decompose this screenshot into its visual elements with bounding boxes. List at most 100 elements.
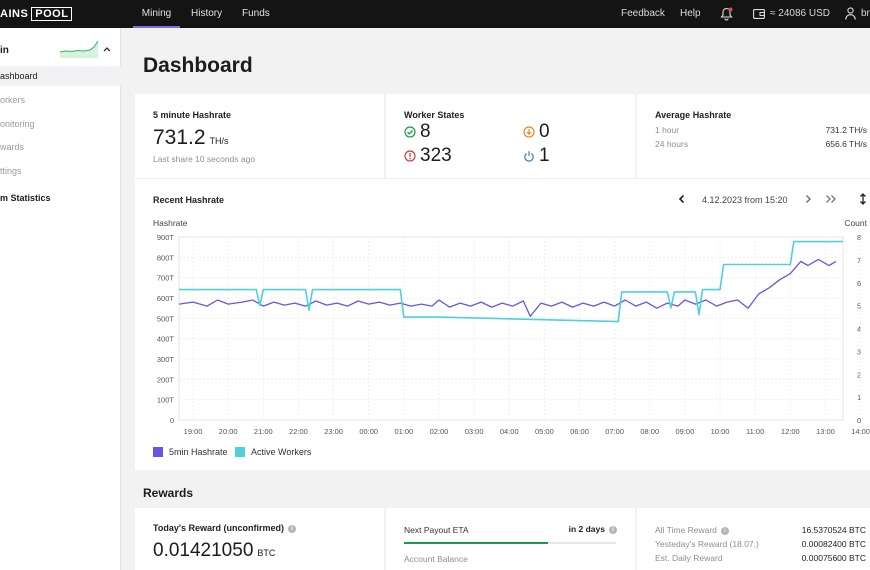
x-tick-label: 01:00 xyxy=(394,427,413,436)
last-share-text: Last share 10 seconds ago xyxy=(153,154,256,164)
rewards-title: Rewards xyxy=(143,486,194,500)
payout-card: Next Payout ETA in 2 days i Account Balan… xyxy=(386,508,635,570)
balance-usd[interactable]: ≈ 24086 USD xyxy=(770,8,830,19)
legend-label-hashrate: 5min Hashrate xyxy=(169,447,228,457)
y-tick-label: 200T xyxy=(157,375,175,384)
x-tick-label: 07:00 xyxy=(605,427,624,436)
y2-tick-label: 4 xyxy=(857,325,861,334)
y-axis-label-right: Count xyxy=(844,218,867,228)
chevron-right-icon xyxy=(806,195,811,203)
y-tick-label: 100T xyxy=(157,396,175,405)
x-tick-label: 10:00 xyxy=(711,427,730,436)
vertical-resize-icon xyxy=(860,193,866,205)
yesterday-reward-value: 0.00082400 BTC xyxy=(801,539,866,549)
sidebar-item-dashboard[interactable]: ashboard xyxy=(0,66,121,86)
legend-label-workers: Active Workers xyxy=(251,447,312,457)
workers-ok[interactable]: 8 xyxy=(404,121,431,143)
alert-circle-icon xyxy=(404,150,416,162)
payout-eta-value: in 2 days i xyxy=(569,524,617,534)
x-tick-label: 13:00 xyxy=(816,427,835,436)
hashrate-label: 5 minute Hashrate xyxy=(153,110,232,120)
todays-reward-number: 0.01421050 xyxy=(153,540,254,561)
y-tick-label: 0 xyxy=(170,416,174,425)
workers-warn[interactable]: 0 xyxy=(523,121,550,143)
top-bar: AINS POOL Mining History Funds Feedback … xyxy=(0,0,870,28)
info-icon[interactable]: i xyxy=(609,525,617,534)
bell-icon[interactable] xyxy=(720,7,734,21)
avg-24h-value: 656.6 TH/s xyxy=(825,139,867,149)
avg-1h-value: 731.2 TH/s xyxy=(825,125,867,135)
x-tick-label: 14:00 xyxy=(851,427,870,436)
worker-states-label: Worker States xyxy=(404,110,465,120)
nav-history[interactable]: History xyxy=(191,8,223,19)
wallet-icon[interactable] xyxy=(753,8,765,19)
payout-progress-track xyxy=(404,542,616,544)
legend-swatch-hashrate xyxy=(153,447,163,457)
x-tick-label: 02:00 xyxy=(430,427,449,436)
coin-name: in xyxy=(0,45,9,56)
y-tick-label: 900T xyxy=(157,233,175,242)
x-tick-label: 00:00 xyxy=(359,427,378,436)
x-tick-label: 06:00 xyxy=(570,427,589,436)
y2-tick-label: 7 xyxy=(857,256,861,265)
feedback-link[interactable]: Feedback xyxy=(621,8,665,19)
page-title: Dashboard xyxy=(143,54,253,77)
user-icon[interactable] xyxy=(845,7,856,20)
payout-eta-text: in 2 days xyxy=(568,524,605,534)
todays-reward-label: Today's Reward (unconfirmed) i xyxy=(153,523,296,533)
y2-tick-label: 1 xyxy=(857,393,861,402)
y-tick-label: 600T xyxy=(157,294,175,303)
x-tick-label: 22:00 xyxy=(289,427,308,436)
power-icon xyxy=(524,151,534,162)
nav-funds[interactable]: Funds xyxy=(242,8,270,19)
workers-error[interactable]: 323 xyxy=(404,145,452,167)
hashrate-unit: TH/s xyxy=(209,136,229,146)
legend-item-workers[interactable]: Active Workers xyxy=(235,447,311,457)
sidebar-item-monitoring[interactable]: onitoring xyxy=(0,119,35,129)
x-tick-label: 20:00 xyxy=(219,427,238,436)
help-link[interactable]: Help xyxy=(680,8,701,19)
y2-tick-label: 8 xyxy=(857,233,861,242)
next-range-button[interactable] xyxy=(804,194,812,206)
payout-progress-fill xyxy=(404,542,549,544)
x-tick-label: 11:00 xyxy=(746,427,764,436)
payout-eta-label: Next Payout ETA xyxy=(404,525,469,535)
coin-sparkline xyxy=(60,40,99,58)
all-time-reward-label: All Time Reward i xyxy=(655,525,729,535)
workers-off[interactable]: 1 xyxy=(523,145,550,167)
legend-item-hashrate[interactable]: 5min Hashrate xyxy=(153,447,228,457)
hashrate-number: 731.2 xyxy=(153,126,206,149)
info-icon[interactable]: i xyxy=(720,526,729,535)
x-tick-label: 04:00 xyxy=(500,427,519,436)
chevron-up-icon[interactable] xyxy=(103,44,111,55)
y-tick-label: 500T xyxy=(157,314,175,323)
todays-reward-unit: BTC xyxy=(257,548,276,558)
chart-title: Recent Hashrate xyxy=(153,195,225,205)
sidebar-item-settings[interactable]: ttings xyxy=(0,166,22,176)
nav-mining[interactable]: Mining xyxy=(133,0,180,28)
down-arrow-circle-icon xyxy=(523,126,535,138)
last-range-button[interactable] xyxy=(825,194,837,206)
info-icon[interactable]: i xyxy=(288,524,296,533)
average-hashrate-label: Average Hashrate xyxy=(655,110,732,120)
hashrate-chart: 0100T200T300T400T500T600T700T800T900T012… xyxy=(157,233,870,436)
all-time-reward-value: 16.5370524 BTC xyxy=(801,525,866,535)
sidebar-item-statistics[interactable]: m Statistics xyxy=(0,193,51,203)
workers-warn-count: 0 xyxy=(539,121,550,142)
coin-selector[interactable]: in xyxy=(0,38,121,66)
brand-prefix: AINS xyxy=(0,8,29,20)
todays-reward-value: 0.01421050 BTC xyxy=(153,540,275,562)
prev-range-button[interactable] xyxy=(678,194,686,206)
y-tick-label: 300T xyxy=(157,355,175,364)
sidebar-item-rewards[interactable]: wards xyxy=(0,142,25,152)
y-tick-label: 700T xyxy=(157,274,175,283)
brand-logo[interactable]: AINS POOL xyxy=(0,6,73,22)
user-name[interactable]: br xyxy=(861,8,870,19)
range-label[interactable]: 4.12.2023 from 15:20 xyxy=(702,195,788,205)
expand-button[interactable] xyxy=(859,193,867,207)
y-axis-label-left: Hashrate xyxy=(153,218,188,228)
y2-tick-label: 0 xyxy=(857,416,861,425)
sidebar-item-workers[interactable]: orkers xyxy=(0,95,26,105)
worker-states-card: Worker States 8 0 323 1 xyxy=(386,94,635,178)
workers-error-count: 323 xyxy=(420,145,452,166)
